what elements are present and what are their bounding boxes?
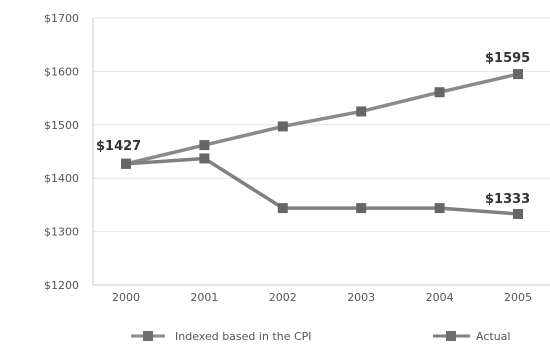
y-tick-label: $1200 bbox=[44, 279, 79, 292]
data-point bbox=[434, 203, 445, 214]
legend-label-indexed: Indexed based in the CPI bbox=[175, 330, 312, 343]
data-labels: $1427 $1595 $1333 bbox=[96, 51, 530, 207]
x-tick-label: 2003 bbox=[347, 291, 375, 304]
y-tick-label: $1700 bbox=[44, 12, 79, 25]
y-tick-label: $1400 bbox=[44, 172, 79, 185]
y-tick-label: $1300 bbox=[44, 226, 79, 239]
data-point bbox=[356, 106, 367, 117]
grid-lines bbox=[93, 17, 550, 233]
x-tick-label: 2000 bbox=[112, 291, 140, 304]
data-point bbox=[513, 208, 523, 219]
y-tick-label: $1600 bbox=[44, 65, 79, 78]
x-tick-label: 2002 bbox=[269, 291, 297, 304]
x-tick-labels: 2000 2001 2002 2003 2004 2005 bbox=[112, 291, 532, 304]
data-point bbox=[513, 69, 523, 80]
data-label: $1595 bbox=[485, 51, 530, 66]
series-line-1 bbox=[125, 156, 519, 216]
legend-marker-actual bbox=[446, 331, 456, 341]
y-tick-label: $1500 bbox=[44, 119, 79, 132]
data-point bbox=[277, 121, 288, 132]
data-point bbox=[199, 140, 210, 151]
series-line-0 bbox=[125, 72, 519, 166]
data-point bbox=[199, 153, 210, 164]
legend-item-indexed: Indexed based in the CPI bbox=[131, 330, 312, 343]
legend: Indexed based in the CPI Actual bbox=[131, 330, 510, 343]
legend-marker-indexed bbox=[143, 331, 153, 341]
data-point bbox=[121, 158, 131, 169]
series-lines bbox=[125, 72, 519, 216]
x-tick-label: 2001 bbox=[190, 291, 218, 304]
data-label: $1333 bbox=[485, 192, 530, 207]
plot-area bbox=[93, 18, 550, 285]
x-tick-label: 2004 bbox=[426, 291, 454, 304]
x-tick-label: 2005 bbox=[504, 291, 532, 304]
series-markers bbox=[121, 69, 523, 219]
data-point bbox=[277, 203, 288, 214]
data-label: $1427 bbox=[96, 139, 141, 154]
data-point bbox=[434, 87, 445, 98]
legend-item-actual: Actual bbox=[433, 330, 510, 343]
legend-label-actual: Actual bbox=[476, 330, 510, 343]
data-point bbox=[356, 203, 367, 214]
y-tick-labels: $1700 $1600 $1500 $1400 $1300 $1200 bbox=[44, 12, 79, 292]
